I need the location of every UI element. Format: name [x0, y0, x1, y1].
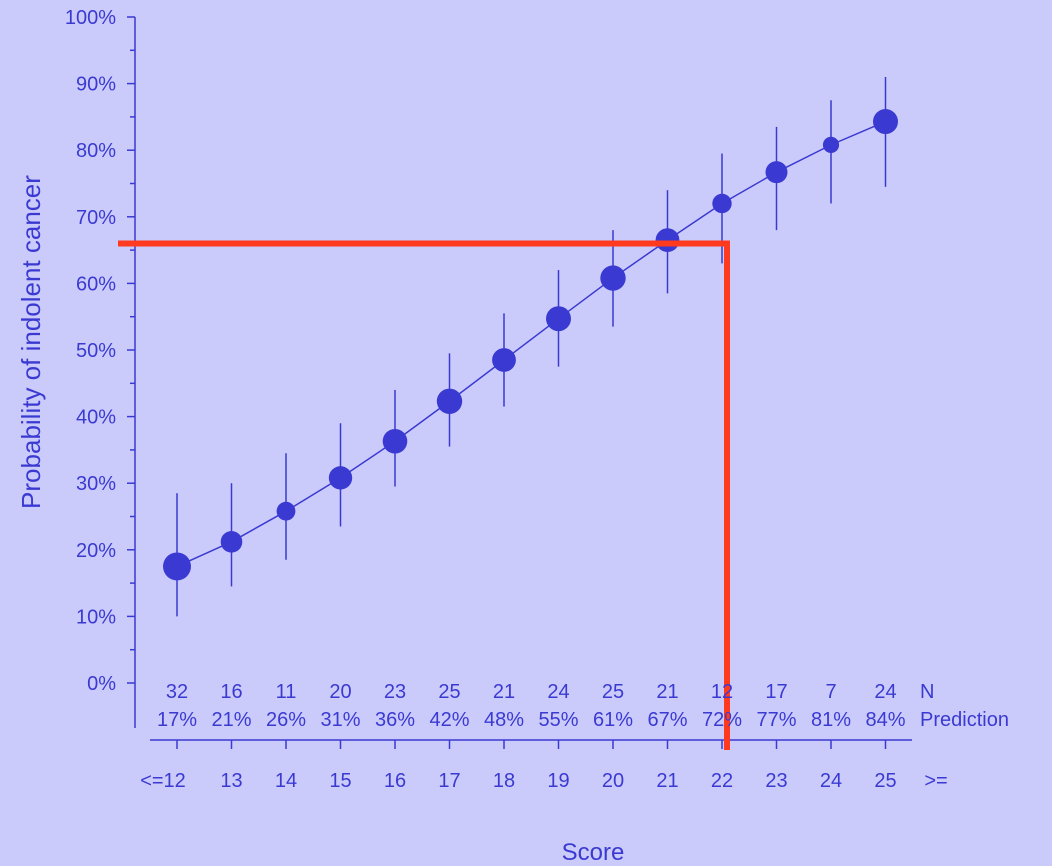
n-value: 23 — [384, 681, 406, 703]
data-point — [765, 161, 788, 184]
probability-series — [163, 76, 898, 617]
prediction-value: 77% — [756, 709, 796, 731]
y-tick-label: 50% — [76, 340, 116, 362]
prediction-row-label: Prediction — [920, 709, 1009, 731]
x-tick-label: 17 — [438, 770, 460, 792]
prediction-value: 48% — [484, 709, 524, 731]
x-tick-label: 25 — [874, 770, 896, 792]
prediction-value: 31% — [320, 709, 360, 731]
n-value: 7 — [825, 681, 836, 703]
x-tick-label: 14 — [275, 770, 297, 792]
data-point — [712, 193, 732, 214]
highlight-guide — [118, 240, 730, 750]
y-tick-label: 100% — [65, 7, 116, 29]
n-value: 25 — [438, 681, 460, 703]
x-tick-label: 13 — [220, 770, 242, 792]
data-point — [822, 136, 840, 153]
y-tick-label: 60% — [76, 273, 116, 295]
y-tick-label: 40% — [76, 407, 116, 429]
n-value: 24 — [547, 681, 569, 703]
prediction-value: 84% — [865, 709, 905, 731]
n-value: 24 — [874, 681, 896, 703]
y-tick-label: 20% — [76, 540, 116, 562]
n-value: 20 — [329, 681, 351, 703]
x-tick-label: 20 — [602, 770, 624, 792]
data-point — [163, 552, 191, 581]
prediction-value: 42% — [429, 709, 469, 731]
data-point — [492, 348, 516, 372]
prediction-value: 26% — [266, 709, 306, 731]
y-tick-label: 90% — [76, 74, 116, 96]
data-point — [600, 265, 626, 291]
data-point — [382, 428, 408, 454]
x-axis: <=12 13 14 15 16 17 18 19 20 21 22 23 24 25 >= — [140, 739, 948, 792]
x-tick-label: >= — [924, 770, 947, 792]
data-point — [436, 388, 463, 414]
n-value: 12 — [711, 681, 733, 703]
n-row-label: N — [920, 681, 934, 703]
prediction-value: 55% — [538, 709, 578, 731]
x-tick-label: <=12 — [140, 770, 186, 792]
y-tick-label: 70% — [76, 207, 116, 229]
x-tick-label: 16 — [384, 770, 406, 792]
n-value: 21 — [656, 681, 678, 703]
highlight-line — [118, 240, 730, 750]
data-point — [546, 306, 571, 332]
n-value: 32 — [166, 681, 188, 703]
prediction-value: 67% — [647, 709, 687, 731]
prediction-value: 36% — [375, 709, 415, 731]
x-tick-label: 18 — [493, 770, 515, 792]
y-axis: 0% 10% 20% 30% 40% 50% 60% 70% 80% 90% 100% — [65, 7, 136, 728]
x-tick-label: 23 — [765, 770, 787, 792]
x-tick-label: 22 — [711, 770, 733, 792]
x-axis-title: Score — [562, 839, 625, 866]
data-point — [328, 466, 353, 490]
y-tick-label: 0% — [87, 673, 116, 695]
n-value: 17 — [765, 681, 787, 703]
axis-titles: Probability of indolent cancer Score — [16, 175, 624, 866]
x-tick-label: 21 — [656, 770, 678, 792]
prediction-value: 61% — [593, 709, 633, 731]
x-tick-label: 24 — [820, 770, 842, 792]
data-point — [276, 501, 296, 521]
data-point — [873, 109, 898, 135]
n-prediction-table: 32 16 11 20 23 25 21 24 25 21 12 17 7 24 N 17% 21% 26% 31%… — [157, 681, 1009, 731]
y-tick-label: 10% — [76, 606, 116, 628]
x-tick-label: 19 — [547, 770, 569, 792]
prediction-value: 17% — [157, 709, 197, 731]
trend-line — [176, 120, 886, 568]
prediction-value: 21% — [211, 709, 251, 731]
n-value: 11 — [276, 681, 297, 703]
prediction-value: 81% — [811, 709, 851, 731]
n-value: 16 — [220, 681, 242, 703]
x-tick-label: 15 — [329, 770, 351, 792]
n-value: 21 — [493, 681, 515, 703]
data-point — [220, 531, 243, 553]
y-axis-title: Probability of indolent cancer — [16, 175, 46, 509]
data-point — [655, 228, 680, 253]
y-tick-label: 80% — [76, 140, 116, 162]
n-value: 25 — [602, 681, 624, 703]
y-tick-label: 30% — [76, 473, 116, 495]
prediction-value: 72% — [702, 709, 742, 731]
